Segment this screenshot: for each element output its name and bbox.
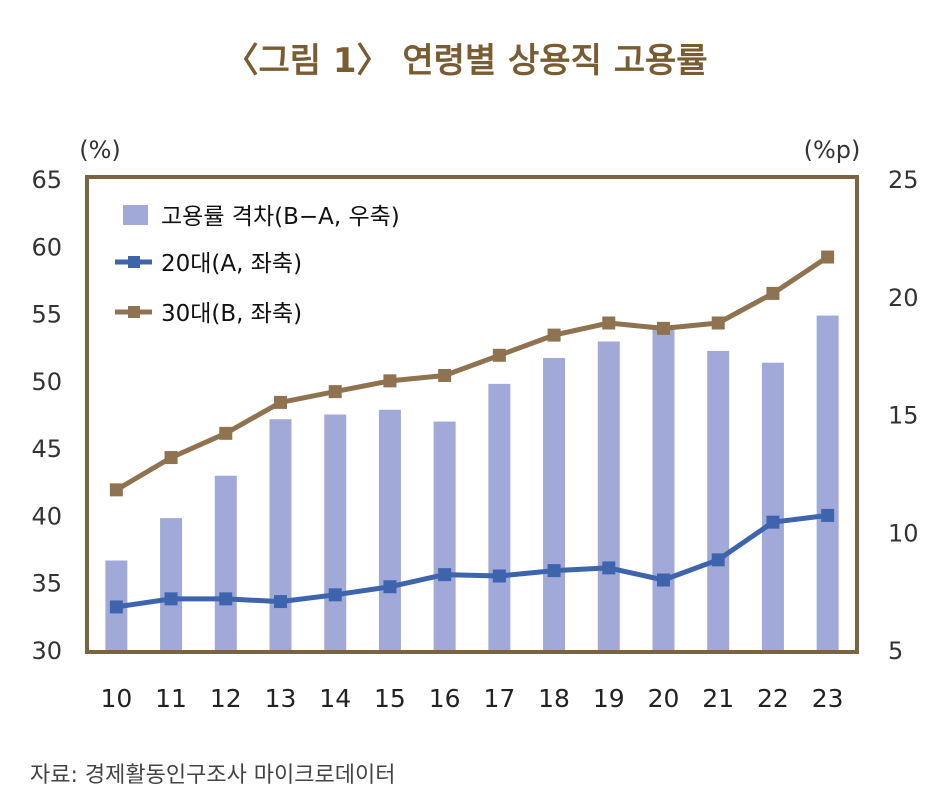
line-20s-point-14: [328, 588, 342, 602]
left-tick-55: 55: [31, 301, 62, 329]
line-20s-point-17: [492, 569, 506, 583]
line-30s-point-17: [492, 348, 506, 362]
line-20s-point-22: [766, 515, 780, 529]
x-tick-13: 13: [265, 684, 297, 713]
right-tick-10: 10: [888, 519, 919, 547]
right-tick-5: 5: [888, 637, 903, 665]
bar-gap-23: [816, 315, 839, 650]
x-tick-21: 21: [702, 684, 734, 713]
line-20s-point-19: [602, 561, 616, 575]
line-20s-point-20: [657, 573, 670, 587]
bar-gap-12: [214, 475, 237, 650]
right-tick-20: 20: [888, 284, 919, 312]
left-axis-ticks: 65 60 55 50 45 40 35 30: [31, 166, 62, 665]
bar-gap-15: [378, 409, 401, 650]
x-tick-15: 15: [374, 684, 406, 713]
right-tick-15: 15: [888, 402, 919, 430]
x-tick-20: 20: [648, 684, 680, 713]
left-tick-40: 40: [31, 502, 62, 530]
right-tick-25: 25: [888, 166, 919, 194]
line-20s-point-16: [438, 568, 452, 582]
bar-gap-18: [543, 357, 566, 650]
legend: 고용률 격차(B−A, 우축) 20대(A, 좌축) 30대(B, 좌축): [115, 204, 400, 327]
legend-marker-30s: [128, 306, 140, 318]
line-30s-point-10: [109, 483, 123, 497]
x-tick-11: 11: [155, 684, 187, 713]
line-30s: [115, 255, 829, 493]
left-tick-60: 60: [31, 233, 62, 261]
right-axis-ticks: 25 20 15 10 5: [888, 166, 919, 665]
bar-gap-21: [707, 350, 730, 650]
legend-label-gap: 고용률 격차(B−A, 우축): [161, 204, 400, 230]
bar-gap-22: [761, 362, 784, 650]
line-20s-point-12: [219, 592, 233, 606]
line-20s-point-13: [274, 595, 287, 609]
right-axis-unit: (%p): [804, 136, 861, 164]
line-30s-point-15: [383, 374, 397, 388]
line-20s-point-23: [821, 508, 835, 522]
legend-marker-20s: [128, 256, 140, 268]
line-30s-point-23: [821, 250, 835, 264]
line-30s-point-11: [164, 451, 178, 465]
line-20s-point-15: [383, 580, 397, 594]
x-tick-17: 17: [483, 684, 515, 713]
x-tick-14: 14: [319, 684, 351, 713]
line-series: [109, 250, 835, 614]
left-tick-30: 30: [31, 637, 62, 665]
bar-series: [105, 315, 839, 650]
left-tick-35: 35: [31, 570, 62, 598]
bar-gap-11: [160, 518, 183, 650]
plot-frame: [85, 175, 859, 654]
legend-label-20s: 20대(A, 좌축): [161, 251, 302, 277]
bar-gap-13: [269, 419, 292, 650]
x-tick-16: 16: [429, 684, 461, 713]
x-tick-18: 18: [538, 684, 570, 713]
bar-gap-16: [433, 421, 456, 650]
bar-gap-14: [324, 414, 347, 650]
bar-gap-17: [488, 383, 511, 650]
line-30s-point-12: [219, 426, 233, 440]
x-axis-ticks: 10 11 12 13 14 15 16 17 18 19 20 21 22 23: [100, 684, 843, 713]
line-20s: [116, 512, 828, 610]
line-30s-point-13: [274, 395, 287, 409]
left-axis-unit: (%): [79, 136, 121, 164]
x-tick-19: 19: [593, 684, 625, 713]
line-20s-point-21: [711, 553, 725, 567]
bar-gap-19: [597, 341, 620, 650]
line-30s-point-19: [602, 316, 616, 330]
line-20s-point-18: [547, 564, 561, 578]
line-30s-point-20: [657, 321, 670, 335]
line-20s-point-10: [109, 600, 123, 614]
line-30s-point-18: [547, 328, 561, 342]
legend-label-30s: 30대(B, 좌축): [161, 301, 302, 327]
x-tick-12: 12: [210, 684, 242, 713]
source-note: 자료: 경제활동인구조사 마이크로데이터: [30, 763, 395, 788]
bar-gap-20: [652, 327, 675, 650]
legend-swatch-gap: [123, 205, 148, 225]
line-30s-point-16: [438, 368, 452, 382]
x-tick-23: 23: [812, 684, 844, 713]
left-tick-65: 65: [31, 166, 62, 194]
x-tick-22: 22: [757, 684, 789, 713]
chart-title: 〈그림 1〉 연령별 상용직 고용률: [224, 41, 707, 81]
left-tick-50: 50: [31, 368, 62, 396]
line-30s-point-14: [328, 385, 342, 399]
line-30s-point-21: [711, 316, 725, 330]
line-20s-point-11: [164, 592, 178, 606]
x-tick-10: 10: [100, 684, 132, 713]
left-tick-45: 45: [31, 435, 62, 463]
line-30s-point-22: [766, 286, 780, 300]
